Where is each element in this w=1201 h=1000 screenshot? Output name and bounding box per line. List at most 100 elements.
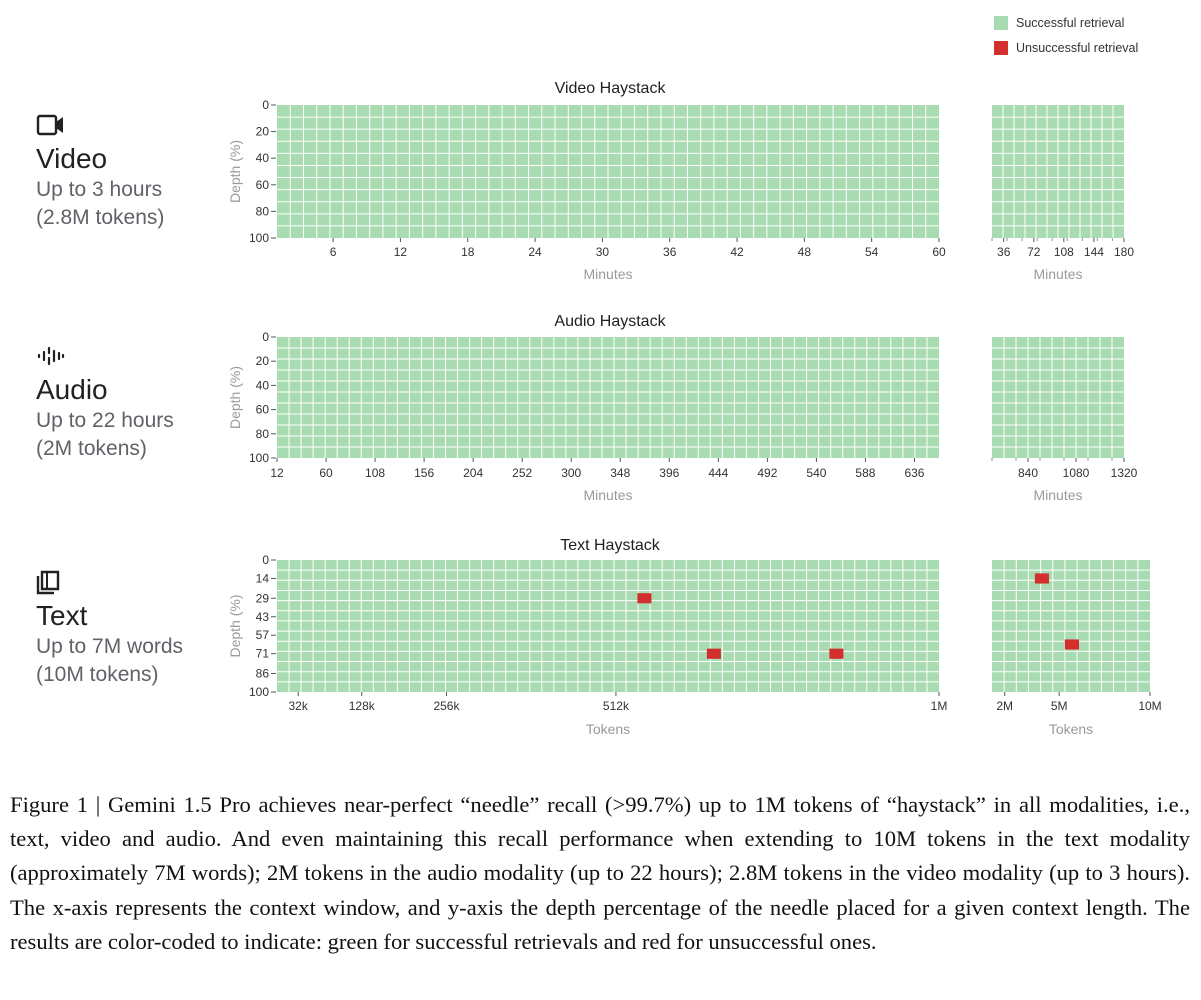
y-tick-label: 40 — [256, 378, 270, 392]
x-tick-label: 72 — [1027, 245, 1041, 259]
failure-cell — [1064, 639, 1079, 650]
heatmap-background — [277, 560, 939, 692]
y-tick-label: 43 — [256, 610, 270, 624]
x-tick-label: 1M — [931, 699, 948, 713]
heatmap-cell-grid — [277, 560, 939, 692]
y-tick-label: 71 — [256, 647, 270, 661]
chart-title: Video Haystack — [555, 80, 667, 97]
modality-title: Video — [36, 143, 108, 174]
y-tick-label: 0 — [262, 330, 269, 344]
x-tick-label: 10M — [1138, 699, 1161, 713]
x-tick-label: 1320 — [1111, 466, 1138, 480]
heatmap-extended-panel: 2M 5M 10M Tokens — [992, 560, 1162, 737]
legend-swatch-success — [994, 15, 1008, 30]
heatmap-background — [992, 560, 1150, 692]
x-tick-label: 108 — [1054, 245, 1074, 259]
y-tick-label: 80 — [256, 204, 270, 218]
y-tick-label: 29 — [256, 591, 270, 605]
x-tick-label: 12 — [394, 245, 408, 259]
y-tick-label: 60 — [256, 403, 270, 417]
x-tick-label: 5M — [1051, 699, 1068, 713]
heatmap-extended-panel: 840 1080 1320 Minutes — [991, 337, 1138, 503]
y-tick-label: 40 — [256, 151, 270, 165]
y-axis: 0 14 29 43 57 71 86 100 Depth (%) — [227, 553, 276, 699]
x-tick-label: 540 — [806, 466, 826, 480]
x-tick-label: 144 — [1084, 245, 1104, 259]
x-tick-label: 60 — [932, 245, 946, 259]
modality-text: Text Up to 7M words (10M tokens) — [36, 569, 183, 689]
modality-tokens: (2M tokens) — [36, 437, 147, 460]
x-axis-label: Minutes — [1033, 487, 1082, 503]
audio-waveform-icon — [37, 346, 65, 366]
y-tick-label: 0 — [262, 98, 269, 112]
failure-cell — [829, 648, 844, 659]
heatmap-cell-grid — [277, 105, 939, 238]
y-tick-label: 100 — [249, 685, 269, 699]
x-tick-label: 54 — [865, 245, 879, 259]
x-tick-label: 42 — [730, 245, 744, 259]
modality-subtitle: Up to 22 hours — [36, 409, 174, 432]
x-tick-label: 128k — [349, 699, 376, 713]
x-tick-label: 636 — [904, 466, 924, 480]
y-axis-label: Depth (%) — [227, 140, 243, 203]
x-tick-label: 180 — [1114, 245, 1134, 259]
x-axis-label: Minutes — [1033, 266, 1082, 282]
x-tick-label: 12 — [270, 466, 284, 480]
y-axis: 0 20 40 60 80 100 Depth (%) — [227, 98, 276, 245]
x-tick-label: 48 — [798, 245, 812, 259]
heatmap-main-panel: 32k 128k 256k 512k 1M Tokens — [277, 560, 947, 737]
x-tick-label: 108 — [365, 466, 385, 480]
x-tick-label: 396 — [659, 466, 679, 480]
failure-cell — [706, 648, 721, 659]
x-tick-label: 1080 — [1063, 466, 1090, 480]
modality-tokens: (2.8M tokens) — [36, 206, 165, 229]
x-tick-label: 156 — [414, 466, 434, 480]
y-axis: 0 20 40 60 80 100 Depth (%) — [227, 330, 276, 465]
x-tick-label: 18 — [461, 245, 475, 259]
chart-title: Text Haystack — [560, 537, 661, 554]
x-tick-label: 24 — [528, 245, 542, 259]
x-tick-label: 444 — [708, 466, 728, 480]
legend-swatch-fail — [994, 40, 1008, 55]
y-tick-label: 60 — [256, 178, 270, 192]
x-tick-label: 512k — [603, 699, 630, 713]
legend-item-success: Successful retrieval — [994, 10, 1138, 35]
y-tick-label: 80 — [256, 427, 270, 441]
y-tick-label: 86 — [256, 667, 270, 681]
x-tick-label: 252 — [512, 466, 532, 480]
book-icon — [36, 570, 60, 595]
heatmap-extended-panel: 36 72 108 144 180 Minutes — [991, 105, 1134, 282]
y-tick-label: 100 — [249, 451, 269, 465]
heatmap-cell-grid — [992, 105, 1124, 238]
y-tick-label: 57 — [256, 628, 270, 642]
y-axis-label: Depth (%) — [227, 366, 243, 429]
modality-video: Video Up to 3 hours (2.8M tokens) — [36, 112, 164, 232]
heatmap-background — [277, 337, 939, 458]
x-tick-label: 348 — [610, 466, 630, 480]
x-tick-label: 30 — [596, 245, 610, 259]
x-tick-label: 840 — [1018, 466, 1038, 480]
video-camera-icon — [36, 114, 63, 136]
y-tick-label: 20 — [256, 125, 270, 139]
x-tick-label: 588 — [855, 466, 875, 480]
x-tick-label: 60 — [319, 466, 333, 480]
legend-label-fail: Unsuccessful retrieval — [1016, 40, 1139, 55]
x-axis-label: Tokens — [1049, 721, 1093, 737]
x-tick-label: 492 — [757, 466, 777, 480]
x-tick-label: 6 — [330, 245, 337, 259]
x-tick-label: 36 — [663, 245, 677, 259]
x-tick-label: 300 — [561, 466, 581, 480]
modality-title: Text — [36, 600, 88, 631]
y-tick-label: 0 — [262, 553, 269, 567]
heatmap-main-panel: 12 60 108 156 204 252 300 348 396 444 492 540 588 636… — [270, 337, 939, 503]
modality-title: Audio — [36, 374, 108, 405]
legend: Successful retrieval Unsuccessful retrie… — [994, 10, 1138, 60]
x-tick-label: 2M — [996, 699, 1013, 713]
heatmap-main-panel: 6 12 18 24 30 36 42 48 54 60 Minutes — [277, 105, 946, 282]
modality-tokens: (10M tokens) — [36, 663, 159, 686]
x-tick-label: 204 — [463, 466, 483, 480]
y-tick-label: 100 — [249, 231, 269, 245]
x-tick-label: 32k — [289, 699, 309, 713]
modality-subtitle: Up to 7M words — [36, 635, 184, 658]
